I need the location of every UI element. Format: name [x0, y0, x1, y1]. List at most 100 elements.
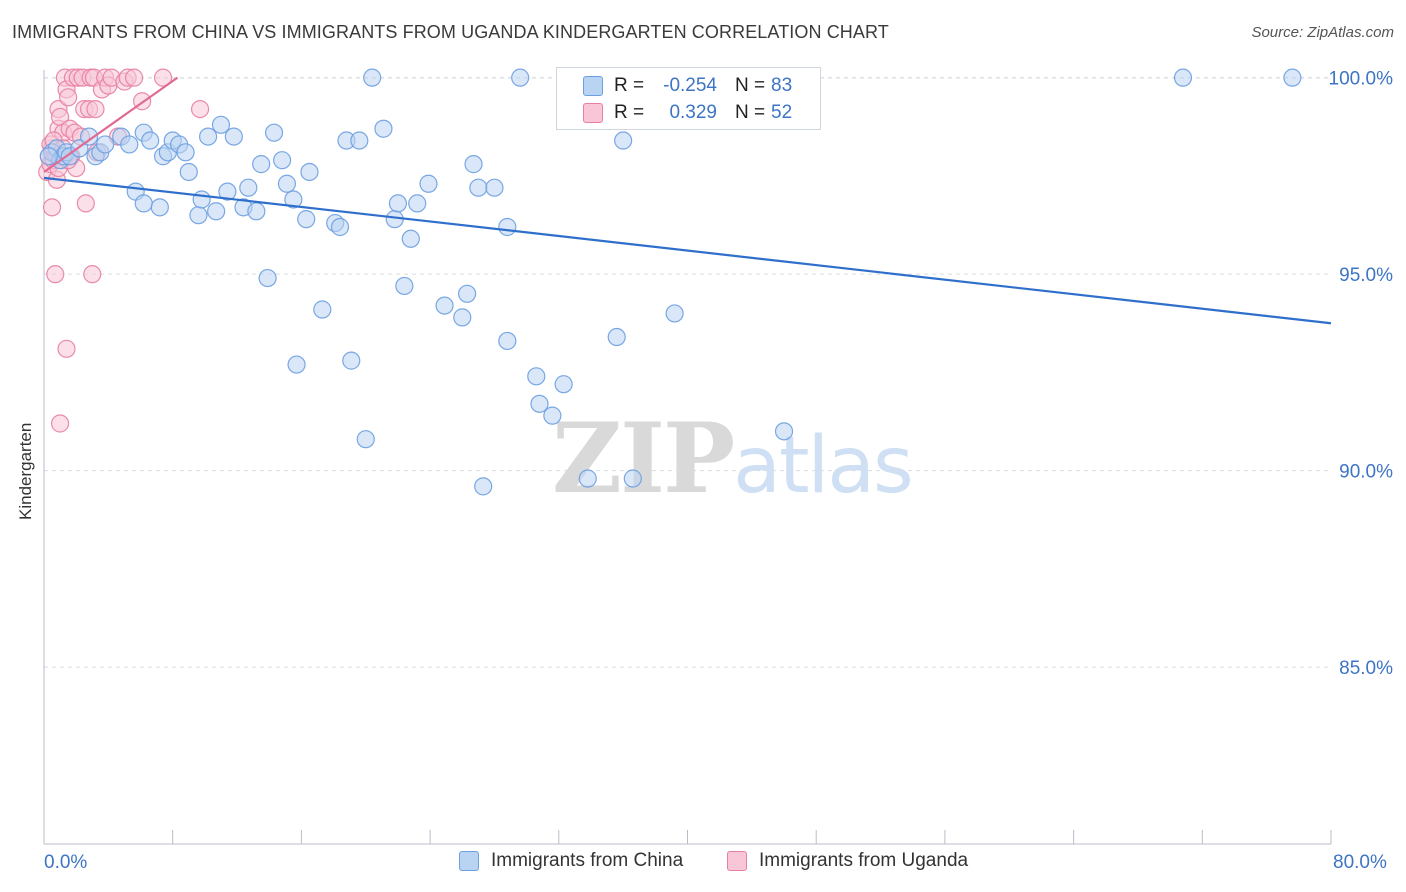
- china-point: [498, 331, 517, 351]
- china-point: [342, 351, 361, 370]
- china-point: [388, 194, 408, 213]
- china-point: [498, 217, 517, 237]
- china-point: [134, 194, 153, 213]
- china-point: [350, 131, 369, 150]
- uganda-r-value: 0.329: [669, 102, 717, 123]
- uganda-point: [124, 68, 144, 87]
- china-point: [464, 155, 483, 174]
- uganda-point: [46, 265, 65, 284]
- uganda-point: [76, 194, 95, 213]
- trend-lines: [43, 76, 1332, 325]
- china-point: [774, 422, 794, 441]
- china-point: [665, 304, 684, 323]
- china-point: [485, 178, 504, 197]
- china-point: [287, 355, 306, 374]
- uganda-r-label: R =: [614, 102, 645, 123]
- china-point: [530, 394, 549, 413]
- china-point: [401, 229, 420, 248]
- china-point: [176, 143, 195, 162]
- stats-row-uganda: R = 0.329 N = 52: [557, 99, 820, 127]
- china-point: [543, 406, 562, 425]
- china-point: [607, 327, 626, 347]
- source-label: Source: ZipAtlas.com: [1251, 24, 1394, 41]
- china-point: [578, 469, 597, 488]
- china-point: [356, 430, 375, 449]
- china-point: [374, 119, 393, 138]
- axes: [43, 70, 1332, 845]
- china-point: [79, 127, 99, 146]
- series-china: [39, 68, 1302, 496]
- watermark-zip: ZIP: [552, 402, 735, 515]
- china-n-value: 83: [771, 75, 793, 96]
- legend: Immigrants from China Immigrants from Ug…: [0, 850, 1406, 880]
- uganda-point: [83, 265, 102, 284]
- china-point: [435, 296, 454, 315]
- china-point: [330, 217, 350, 237]
- stats-box: R = -0.254 N = 83 R = 0.329 N = 52: [556, 67, 821, 130]
- china-point: [120, 135, 139, 154]
- china-point: [1173, 68, 1193, 87]
- china-point: [239, 178, 258, 197]
- china-point: [297, 210, 316, 229]
- grid-lines: [44, 77, 1331, 668]
- y-tick-labels: 100.0% 95.0% 90.0% 85.0%: [1329, 69, 1394, 680]
- china-point: [363, 68, 382, 87]
- china-point: [300, 162, 319, 182]
- china-r-value: -0.254: [663, 75, 717, 96]
- china-point: [395, 276, 414, 296]
- china-point: [1283, 68, 1302, 87]
- china-point: [614, 131, 633, 150]
- uganda-point: [59, 88, 78, 107]
- china-point: [96, 135, 115, 154]
- china-point: [207, 202, 226, 221]
- china-point: [623, 469, 642, 488]
- china-point: [511, 68, 530, 87]
- uganda-n-value: 52: [771, 102, 793, 123]
- stats-row-china: R = -0.254 N = 83: [557, 72, 820, 100]
- china-point: [179, 162, 198, 182]
- china-point: [284, 190, 303, 209]
- china-point: [527, 367, 546, 386]
- china-point: [272, 151, 292, 170]
- china-point: [453, 308, 472, 327]
- legend-item-china[interactable]: Immigrants from China: [459, 850, 683, 872]
- x-min-label: 0.0%: [44, 852, 88, 873]
- china-swatch: [583, 76, 603, 96]
- china-point: [474, 477, 493, 496]
- uganda-n-label: N =: [735, 102, 766, 123]
- uganda-point: [190, 99, 210, 119]
- china-point: [258, 268, 277, 288]
- y-tick-label: 100.0%: [1329, 69, 1394, 90]
- china-point: [218, 182, 237, 201]
- y-tick-label: 95.0%: [1339, 265, 1393, 286]
- china-point: [264, 123, 284, 142]
- china-point: [252, 155, 271, 174]
- china-point: [408, 194, 427, 213]
- uganda-point: [57, 339, 76, 358]
- uganda-point: [50, 414, 70, 433]
- china-point: [224, 127, 243, 146]
- china-point: [141, 131, 160, 150]
- series-uganda: [38, 68, 210, 433]
- china-n-label: N =: [735, 75, 766, 96]
- china-point: [189, 206, 208, 225]
- uganda-point: [86, 99, 105, 119]
- china-point: [247, 202, 266, 221]
- uganda-trend-line: [43, 76, 179, 173]
- china-point: [554, 375, 573, 394]
- uganda-swatch: [583, 103, 603, 123]
- china-point: [277, 174, 297, 193]
- china-point: [198, 127, 218, 146]
- china-point: [39, 147, 58, 166]
- legend-swatch-china: [459, 851, 479, 871]
- china-point: [313, 300, 332, 319]
- china-point: [150, 198, 169, 217]
- x-max-label: 80.0%: [1333, 852, 1387, 873]
- china-point: [192, 190, 211, 209]
- watermark-atlas: atlas: [733, 421, 913, 511]
- china-trend-line: [43, 176, 1332, 325]
- y-tick-label: 85.0%: [1339, 658, 1393, 679]
- chart-title: IMMIGRANTS FROM CHINA VS IMMIGRANTS FROM…: [12, 22, 889, 42]
- legend-item-uganda[interactable]: Immigrants from Uganda: [727, 850, 968, 872]
